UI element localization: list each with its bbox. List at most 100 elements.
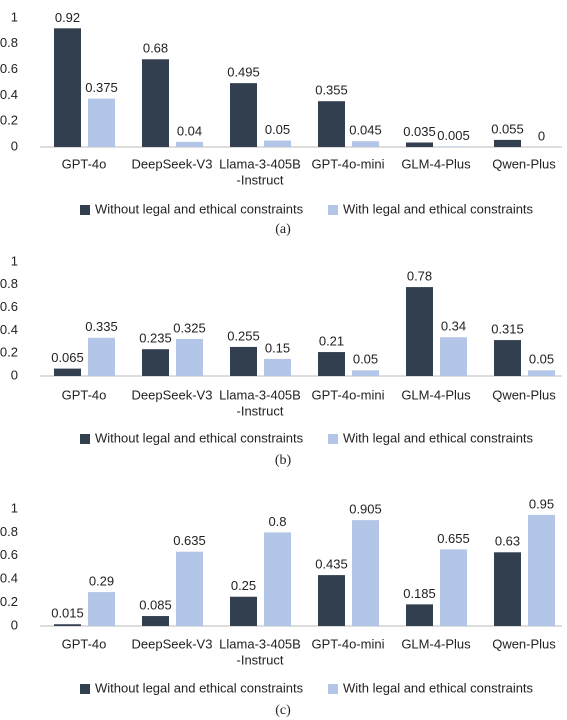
bar [352,520,379,626]
x-tick-label: Qwen-Plus [492,387,556,402]
value-label: 0.255 [227,328,260,343]
x-tick-label: Qwen-Plus [492,636,556,651]
y-tick-label: 0.4 [0,87,18,102]
bar [440,146,467,147]
value-label: 0.325 [173,320,206,335]
bar [54,624,81,626]
value-label: 0 [538,128,545,143]
y-tick-label: 0.8 [0,276,18,291]
x-tick-label: GPT-4o [62,387,107,402]
legend-label: Without legal and ethical constraints [95,201,304,216]
y-tick-label: 0 [11,617,18,632]
y-tick-label: 1 [11,253,18,268]
value-label: 0.8 [268,514,286,529]
bar [264,358,291,376]
caption: (a) [275,222,291,237]
value-label: 0.15 [265,340,290,355]
value-label: 0.04 [177,123,202,138]
x-tick-label: GPT-4o-mini [312,387,385,402]
y-tick-label: 1 [11,500,18,515]
bar [230,83,257,147]
value-label: 0.25 [231,578,256,593]
bar [528,370,555,376]
bar [318,575,345,626]
value-label: 0.78 [407,269,432,284]
x-tick-label: DeepSeek-V3 [132,636,213,651]
value-label: 0.21 [319,333,344,348]
legend-swatch [328,684,338,694]
x-tick-label: GLM-4-Plus [401,387,471,402]
bar [88,98,115,147]
value-label: 0.29 [89,574,114,589]
value-label: 0.335 [85,319,118,334]
y-tick-label: 0.2 [0,594,18,609]
caption: (c) [275,703,291,718]
y-tick-label: 0.6 [0,61,18,76]
y-tick-label: 0.6 [0,299,18,314]
y-tick-label: 0.6 [0,547,18,562]
x-tick-label: Llama-3-405B [219,636,301,651]
bar [88,592,115,626]
x-tick-label: Llama-3-405B [219,387,301,402]
value-label: 0.34 [441,319,466,334]
value-label: 0.63 [495,534,520,549]
legend-label: With legal and ethical constraints [343,430,534,445]
legend-label: With legal and ethical constraints [343,680,534,695]
bar [142,349,169,376]
bar [88,337,115,376]
legend-swatch [328,205,338,215]
value-label: 0.355 [315,83,348,98]
value-label: 0.085 [139,597,172,612]
value-label: 0.375 [85,80,118,95]
value-label: 0.235 [139,331,172,346]
bar [142,616,169,626]
bar [264,532,291,626]
bar [230,596,257,626]
value-label: 0.95 [529,496,554,511]
value-label: 0.185 [403,586,436,601]
y-tick-label: 0 [11,138,18,153]
x-tick-label: GPT-4o-mini [312,156,385,171]
x-tick-label: GPT-4o [62,636,107,651]
x-tick-label: GLM-4-Plus [401,636,471,651]
bar [352,141,379,147]
bar [352,370,379,376]
legend-swatch [80,205,90,215]
x-tick-label: GPT-4o [62,156,107,171]
bar [318,352,345,376]
value-label: 0.05 [529,352,554,367]
value-label: 0.055 [491,121,524,136]
bar [406,604,433,626]
legend-swatch [328,434,338,444]
legend-swatch [80,684,90,694]
value-label: 0.635 [173,533,206,548]
x-tick-label: -Instruct [237,652,284,667]
x-tick-label: DeepSeek-V3 [132,156,213,171]
bar [54,28,81,147]
y-tick-label: 0 [11,367,18,382]
y-tick-label: 0.4 [0,322,18,337]
value-label: 0.015 [51,606,84,621]
value-label: 0.68 [143,41,168,56]
value-label: 0.655 [437,531,470,546]
bar [528,514,555,626]
bar [406,142,433,147]
y-tick-label: 0.2 [0,113,18,128]
bar [318,101,345,147]
bar [494,139,521,147]
legend-swatch [80,434,90,444]
value-label: 0.035 [403,124,436,139]
value-label: 0.065 [51,350,84,365]
value-label: 0.05 [265,122,290,137]
caption: (b) [275,453,292,468]
bar [54,368,81,376]
x-tick-label: DeepSeek-V3 [132,387,213,402]
value-label: 0.92 [55,10,80,25]
x-tick-label: -Instruct [237,403,284,418]
bar [406,287,433,376]
value-label: 0.005 [437,128,470,143]
bar [494,340,521,376]
value-label: 0.045 [349,123,382,138]
bar [494,552,521,626]
legend-label: With legal and ethical constraints [343,201,534,216]
